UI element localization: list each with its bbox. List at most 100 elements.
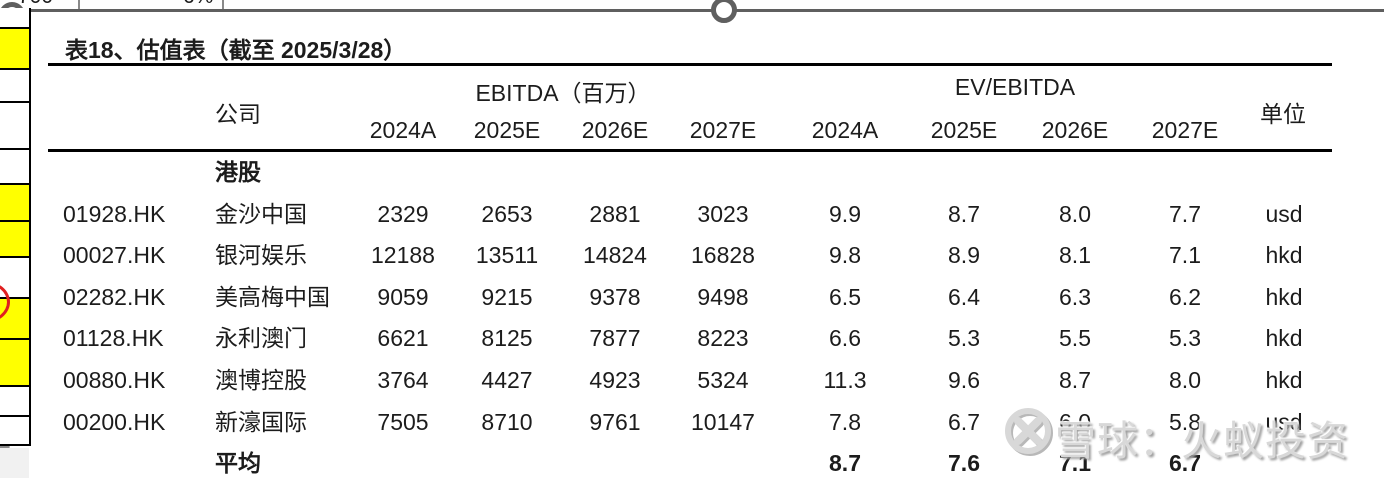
cell-value: 6.4 <box>948 283 980 310</box>
cell-value: 12188 <box>371 242 435 269</box>
cell-value: 8.9 <box>948 242 980 269</box>
year-header: 2025E <box>930 117 998 143</box>
cell-value: 5.8 <box>1169 408 1201 435</box>
cell-value: 8.1 <box>1059 242 1091 269</box>
cell-value: 5.5 <box>1059 325 1091 352</box>
year-header: 2024A <box>369 117 437 143</box>
selection-handle-middle[interactable] <box>711 0 737 23</box>
strip-cell <box>0 387 29 417</box>
table-row: 01928.HK 金沙中国 2329 2653 2881 3023 9.9 8.7 8.0 7.7… <box>48 194 1332 236</box>
cell-company: 美高梅中国 <box>215 283 330 310</box>
cell-value: 4427 <box>481 367 533 393</box>
axis-label-700: 700 <box>18 0 53 9</box>
cell-value: 8.7 <box>829 450 861 477</box>
cell-value: 6.5 <box>829 283 861 310</box>
table-title: 表18、估值表（截至 2025/3/28） <box>65 37 407 63</box>
table-row: 02282.HK 美高梅中国 9059 9215 9378 9498 6.5 6.4 6.3 6.… <box>48 277 1332 319</box>
chart-gridline-fragment <box>78 0 80 9</box>
year-header: 2027E <box>689 117 757 143</box>
cell-value: 9498 <box>697 283 749 310</box>
cell-company: 金沙中国 <box>215 200 307 227</box>
header-ev-group: EV/EBITDA <box>954 74 1076 100</box>
cell-value: 9.6 <box>948 367 980 393</box>
cell-value: 8223 <box>697 325 749 352</box>
cell-value: 2881 <box>589 200 641 227</box>
year-header: 2026E <box>1041 117 1109 143</box>
table-row: 00200.HK 新濠国际 7505 8710 9761 10147 7.8 6.7 6.0 5.… <box>48 402 1332 444</box>
strip-cell <box>0 150 29 185</box>
cell-value: 9.8 <box>829 242 861 269</box>
cell-company: 永利澳门 <box>215 325 307 352</box>
cell-code: 00880.HK <box>63 367 166 393</box>
cell-value: 10147 <box>691 408 755 435</box>
cell-unit: hkd <box>1265 325 1303 352</box>
strip-cell <box>0 185 29 222</box>
cell-value: 5324 <box>697 367 749 393</box>
strip-cell <box>0 70 29 103</box>
year-header: 2027E <box>1151 117 1219 143</box>
table-row: 00880.HK 澳博控股 3764 4427 4923 5324 11.3 9.6 8.7 8.… <box>48 360 1332 402</box>
cell-value: 3023 <box>697 200 749 227</box>
cell-value: 5.3 <box>1169 325 1201 352</box>
cell-value: 8.0 <box>1169 367 1201 393</box>
table-row: 平均 8.7 7.6 7.1 6.7 <box>48 443 1332 478</box>
cell-value: 8125 <box>481 325 533 352</box>
cell-value: 9215 <box>481 283 533 310</box>
year-header: 2024A <box>811 117 879 143</box>
sheet-column-strip <box>0 8 31 446</box>
cell-value: 16828 <box>691 242 755 269</box>
cell-value: 7.7 <box>1169 200 1201 227</box>
cell-value: 3764 <box>377 367 429 393</box>
cell-code: 00027.HK <box>63 242 166 269</box>
cell-value: 6.3 <box>1059 283 1091 310</box>
strip-cell <box>0 299 29 340</box>
cell-value: 11.3 <box>823 367 867 393</box>
watermark-text: 雪球：火蚁投资 <box>1055 418 1349 464</box>
cell-unit: usd <box>1265 200 1303 227</box>
cell-value: 7505 <box>377 408 429 435</box>
cell-value: 13511 <box>475 242 539 269</box>
cell-value: 6.6 <box>829 325 861 352</box>
cell-code: 00200.HK <box>63 408 166 435</box>
cell-value: 6.2 <box>1169 283 1201 310</box>
cell-value: 9059 <box>377 283 429 310</box>
cell-value: 6.0 <box>1059 408 1091 435</box>
cell-value: 7.6 <box>948 450 980 477</box>
chart-axis-label-fragment-right: 6% <box>183 0 219 9</box>
selection-border-line <box>0 9 1384 12</box>
cell-value: 8.7 <box>1059 367 1091 393</box>
cell-value: 6.7 <box>948 408 980 435</box>
strip-cell <box>0 222 29 258</box>
cell-unit: hkd <box>1265 242 1303 269</box>
table-rule-top <box>48 63 1332 66</box>
cell-value: 9378 <box>589 283 641 310</box>
axis-label-6pct: 6% <box>183 0 213 9</box>
cell-value: 7.1 <box>1059 450 1091 477</box>
sheet-margin-area <box>0 448 29 478</box>
header-unit: 单位 <box>1260 101 1306 127</box>
cell-value: 2329 <box>377 200 429 227</box>
table-row: 港股 <box>48 152 1332 194</box>
cell-value: 6621 <box>377 325 429 352</box>
header-company: 公司 <box>215 101 261 127</box>
cell-value: 7877 <box>589 325 641 352</box>
cell-value: 8710 <box>481 408 533 435</box>
cell-unit: usd <box>1265 408 1303 435</box>
cell-value: 6.7 <box>1169 450 1201 477</box>
cell-value: 2653 <box>481 200 533 227</box>
cell-value: 14824 <box>583 242 647 269</box>
cell-value: 8.7 <box>948 200 980 227</box>
cell-value: 7.1 <box>1169 242 1201 269</box>
year-header: 2025E <box>473 117 541 143</box>
cell-value: 9761 <box>589 408 641 435</box>
chart-axis-label-fragment-left: 700 <box>18 0 70 9</box>
watermark: 雪球：火蚁投资 <box>1002 405 1384 464</box>
cell-value: 7.8 <box>829 408 861 435</box>
strip-cell <box>0 8 29 29</box>
sheet-grid-fragment <box>0 446 9 448</box>
table-row: 00027.HK 银河娱乐 12188 13511 14824 16828 9.8 8.9 8.… <box>48 235 1332 277</box>
cell-code: 01928.HK <box>63 200 166 227</box>
cell-value: 8.0 <box>1059 200 1091 227</box>
table-row: 01128.HK 永利澳门 6621 8125 7877 8223 6.6 5.3 5.5 5.3… <box>48 318 1332 360</box>
